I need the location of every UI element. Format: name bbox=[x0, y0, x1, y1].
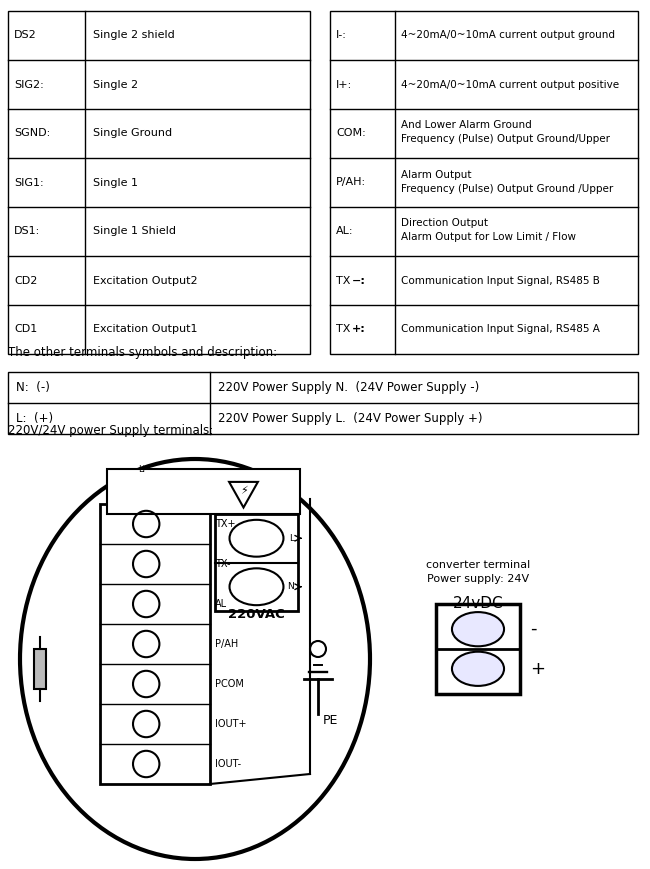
Text: Power supply: 24V: Power supply: 24V bbox=[427, 574, 529, 584]
Text: −:: −: bbox=[352, 275, 366, 286]
Text: P/AH: P/AH bbox=[215, 639, 239, 649]
Text: Frequency (Pulse) Output Ground /Upper: Frequency (Pulse) Output Ground /Upper bbox=[401, 183, 613, 194]
Bar bbox=[8, 372, 638, 434]
Ellipse shape bbox=[452, 612, 504, 647]
Text: TX: TX bbox=[336, 275, 350, 286]
Text: Single 2 shield: Single 2 shield bbox=[93, 30, 175, 41]
Text: Excitation Output1: Excitation Output1 bbox=[93, 324, 198, 335]
Text: Alarm Output: Alarm Output bbox=[401, 169, 471, 180]
Text: SIG1:: SIG1: bbox=[14, 177, 44, 188]
Text: AL: AL bbox=[215, 599, 227, 609]
Text: Communication Input Signal, RS485 B: Communication Input Signal, RS485 B bbox=[401, 275, 600, 286]
Text: Single Ground: Single Ground bbox=[93, 129, 172, 138]
Text: Single 2: Single 2 bbox=[93, 79, 138, 90]
Text: TX-: TX- bbox=[215, 559, 231, 569]
Text: Single 1: Single 1 bbox=[93, 177, 138, 188]
Text: I+:: I+: bbox=[336, 79, 352, 90]
Text: DS1:: DS1: bbox=[14, 227, 40, 236]
Text: P/AH:: P/AH: bbox=[336, 177, 366, 188]
Text: And Lower Alarm Ground: And Lower Alarm Ground bbox=[401, 121, 532, 130]
Text: CD2: CD2 bbox=[14, 275, 38, 286]
Text: TX: TX bbox=[336, 324, 350, 335]
Text: Direction Output: Direction Output bbox=[401, 218, 488, 229]
Text: 220VAC: 220VAC bbox=[228, 608, 285, 621]
Text: L: L bbox=[289, 534, 294, 543]
Bar bbox=[100, 504, 210, 784]
Bar bbox=[436, 604, 520, 694]
Text: Frequency (Pulse) Output Ground/Upper: Frequency (Pulse) Output Ground/Upper bbox=[401, 135, 610, 144]
Text: +: + bbox=[530, 660, 545, 678]
Bar bbox=[215, 514, 298, 611]
Text: TX+: TX+ bbox=[215, 519, 235, 529]
Text: CD1: CD1 bbox=[14, 324, 37, 335]
Text: ⚡: ⚡ bbox=[240, 487, 248, 496]
Text: L:  (+): L: (+) bbox=[16, 412, 53, 425]
Text: 220V/24V power Supply terminals:: 220V/24V power Supply terminals: bbox=[8, 424, 213, 437]
Text: Communication Input Signal, RS485 A: Communication Input Signal, RS485 A bbox=[401, 324, 600, 335]
Text: -: - bbox=[530, 620, 536, 638]
Text: N:  (-): N: (-) bbox=[16, 381, 50, 394]
Text: Li: Li bbox=[138, 465, 146, 474]
Text: PE: PE bbox=[323, 714, 339, 727]
Bar bbox=[330, 11, 638, 354]
Text: PCOM: PCOM bbox=[215, 679, 244, 689]
Text: IOUT+: IOUT+ bbox=[215, 719, 246, 729]
Text: AL:: AL: bbox=[336, 227, 354, 236]
Text: The other terminals symbols and description:: The other terminals symbols and descript… bbox=[8, 346, 277, 359]
Text: I-:: I-: bbox=[336, 30, 347, 41]
Text: IOUT-: IOUT- bbox=[215, 759, 241, 769]
Text: Alarm Output for Low Limit / Flow: Alarm Output for Low Limit / Flow bbox=[401, 233, 576, 242]
Text: N: N bbox=[287, 582, 294, 591]
Text: Excitation Output2: Excitation Output2 bbox=[93, 275, 198, 286]
Text: 4~20mA/0~10mA current output positive: 4~20mA/0~10mA current output positive bbox=[401, 79, 619, 90]
Text: 220V Power Supply L.  (24V Power Supply +): 220V Power Supply L. (24V Power Supply +… bbox=[218, 412, 482, 425]
Text: SGND:: SGND: bbox=[14, 129, 50, 138]
Text: 4~20mA/0~10mA current output ground: 4~20mA/0~10mA current output ground bbox=[401, 30, 615, 41]
Ellipse shape bbox=[452, 652, 504, 686]
Text: DS2: DS2 bbox=[14, 30, 37, 41]
Text: COM:: COM: bbox=[336, 129, 366, 138]
Text: SIG2:: SIG2: bbox=[14, 79, 44, 90]
Text: 24vDC: 24vDC bbox=[452, 596, 503, 611]
Bar bbox=[34, 649, 46, 689]
Bar bbox=[8, 11, 310, 354]
Text: Single 1 Shield: Single 1 Shield bbox=[93, 227, 176, 236]
Bar bbox=[107, 469, 300, 514]
Text: 220V Power Supply N.  (24V Power Supply -): 220V Power Supply N. (24V Power Supply -… bbox=[218, 381, 479, 394]
Text: +:: +: bbox=[352, 324, 366, 335]
Text: converter terminal: converter terminal bbox=[426, 560, 530, 570]
